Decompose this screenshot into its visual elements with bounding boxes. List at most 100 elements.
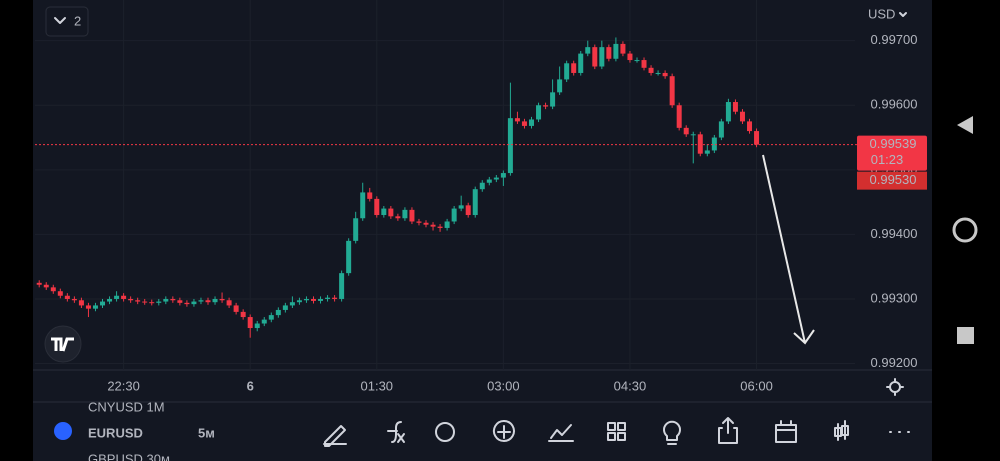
- candle-body: [739, 111, 745, 122]
- candle-body: [458, 205, 464, 209]
- candle-body: [332, 297, 338, 299]
- nav-recent[interactable]: [957, 327, 974, 344]
- candle-body: [500, 173, 506, 178]
- candle-body: [754, 131, 760, 145]
- candle-body: [177, 300, 183, 303]
- candle-body: [85, 305, 91, 309]
- logo-badge[interactable]: [44, 325, 82, 363]
- compare-icon[interactable]: [548, 424, 574, 442]
- candle-body: [571, 63, 577, 73]
- bid-price-label: 0.99530: [870, 172, 917, 187]
- candle-body: [732, 102, 738, 112]
- chevron-icon: [54, 17, 66, 24]
- draw-icon[interactable]: [323, 425, 347, 447]
- candle-body: [557, 79, 563, 93]
- indicator-toggle[interactable]: [45, 6, 89, 37]
- candle-body: [346, 240, 352, 274]
- settings-teeth: [886, 378, 904, 396]
- candle-body: [529, 119, 535, 126]
- candle-body: [121, 295, 127, 299]
- indicators-icon[interactable]: [387, 421, 405, 443]
- candle-body: [64, 295, 70, 299]
- indicator-count: 2: [74, 13, 81, 28]
- interval[interactable]: 5м: [198, 425, 215, 440]
- add-icon[interactable]: [492, 420, 515, 442]
- candle-body: [226, 300, 232, 306]
- replay-icon[interactable]: [775, 420, 797, 443]
- candle-body: [416, 221, 422, 223]
- candle-body: [191, 301, 197, 305]
- candle-body: [92, 305, 98, 309]
- currency-chevron: [899, 12, 907, 17]
- candle-body: [381, 208, 387, 216]
- candle-body: [170, 298, 176, 301]
- candle-body: [36, 282, 42, 285]
- candle-body: [205, 300, 211, 303]
- symbol[interactable]: EURUSD: [88, 425, 143, 440]
- candle-body: [360, 192, 366, 219]
- x-tick-label: 03:00: [487, 378, 520, 393]
- candle-body: [388, 208, 394, 217]
- candle-body: [303, 298, 309, 301]
- candle-body: [353, 218, 359, 241]
- candle-body: [718, 121, 724, 138]
- share-icon[interactable]: [718, 417, 738, 444]
- candle-body: [606, 47, 612, 59]
- x-tick-label: 06:00: [740, 378, 773, 393]
- candle-body: [507, 118, 513, 174]
- candle-body: [142, 301, 148, 303]
- chart-type-icon[interactable]: [834, 420, 849, 441]
- candle-body: [669, 76, 675, 106]
- candle-body: [578, 53, 584, 73]
- candle-body: [57, 291, 63, 296]
- candle-body: [725, 102, 731, 122]
- layout-icon[interactable]: [607, 422, 626, 441]
- candle-body: [219, 298, 225, 301]
- ideas-icon[interactable]: [663, 420, 681, 445]
- candle-body: [472, 189, 478, 216]
- candle-body: [690, 134, 696, 136]
- candle-body: [43, 284, 49, 288]
- candle-body: [613, 43, 619, 59]
- symbol-below[interactable]: GBPUSD 30м: [88, 451, 170, 461]
- candle-body: [697, 134, 703, 154]
- last-price-label: 0.99539: [870, 136, 917, 151]
- alert-icon[interactable]: [435, 422, 455, 442]
- candle-body: [100, 301, 106, 306]
- candle-body: [437, 226, 443, 228]
- candle-body: [648, 67, 654, 73]
- candle-body: [318, 298, 324, 301]
- symbol-above[interactable]: CNYUSD 1M: [88, 399, 165, 414]
- candle-body: [550, 92, 556, 107]
- candle-body: [325, 297, 331, 299]
- nav-home[interactable]: [952, 217, 978, 243]
- candle-body: [289, 302, 295, 306]
- candle-body: [163, 298, 169, 302]
- drawn-arrow: [762, 154, 815, 345]
- candle-body: [514, 118, 520, 122]
- candle-body: [156, 301, 162, 303]
- candle-body: [261, 319, 267, 324]
- x-tick-label: 6: [247, 378, 254, 393]
- countdown-label: 01:23: [871, 152, 904, 167]
- candle-body: [683, 127, 689, 135]
- candle-body: [296, 300, 302, 303]
- candle-body: [395, 216, 401, 219]
- candle-body: [128, 298, 134, 301]
- y-tick-label: 0.99600: [871, 97, 918, 112]
- currency-label[interactable]: USD: [868, 6, 895, 21]
- candle-body: [444, 221, 450, 228]
- candle-body: [367, 192, 373, 199]
- candle-body: [423, 222, 429, 225]
- logo-mark: [51, 337, 74, 352]
- candle-body: [641, 60, 647, 68]
- candle-body: [486, 179, 492, 183]
- nav-back[interactable]: [957, 116, 973, 134]
- candle-body: [634, 60, 640, 62]
- candle-body: [254, 323, 260, 329]
- candle-body: [310, 298, 316, 301]
- candle-body: [409, 209, 415, 222]
- candle-body: [521, 121, 527, 126]
- candle-body: [107, 298, 113, 302]
- candle-body: [585, 47, 591, 54]
